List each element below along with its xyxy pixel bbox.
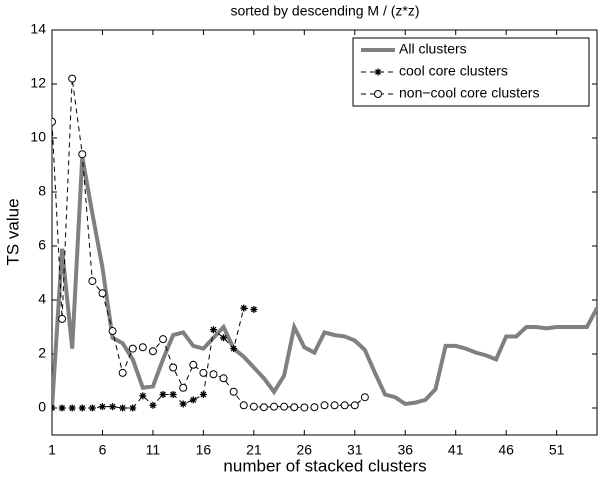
marker xyxy=(149,401,157,409)
marker xyxy=(270,402,279,411)
x-tick-label: 26 xyxy=(297,442,313,458)
marker xyxy=(320,401,329,410)
marker xyxy=(52,404,56,412)
x-tick-label: 51 xyxy=(549,442,565,458)
marker xyxy=(68,74,77,83)
x-tick-label: 21 xyxy=(246,442,262,458)
x-tick-label: 16 xyxy=(196,442,212,458)
chart-title: sorted by descending M / (z*z) xyxy=(230,3,419,19)
y-tick-label: 10 xyxy=(30,129,46,145)
x-tick-label: 41 xyxy=(448,442,464,458)
y-tick-label: 8 xyxy=(38,183,46,199)
marker xyxy=(52,117,56,126)
marker xyxy=(360,393,369,402)
legend-label: All clusters xyxy=(399,41,467,57)
marker xyxy=(118,368,127,377)
marker xyxy=(199,391,207,398)
marker xyxy=(220,334,228,342)
marker xyxy=(108,327,117,336)
marker xyxy=(139,392,147,400)
marker xyxy=(250,305,258,313)
marker xyxy=(98,403,106,411)
marker xyxy=(128,344,137,353)
marker xyxy=(374,68,382,76)
legend-label: cool core clusters xyxy=(399,63,508,79)
marker xyxy=(290,403,299,412)
marker xyxy=(68,404,76,412)
marker xyxy=(239,401,248,410)
marker xyxy=(330,401,339,410)
marker xyxy=(88,277,97,286)
marker xyxy=(88,404,96,412)
y-tick-label: 4 xyxy=(38,291,46,307)
y-tick-label: 2 xyxy=(38,345,46,361)
marker xyxy=(374,90,382,98)
y-axis-label: TS value xyxy=(3,198,22,265)
marker xyxy=(179,383,188,392)
plot xyxy=(52,74,597,412)
marker xyxy=(280,402,289,411)
y-tick-label: 12 xyxy=(30,75,46,91)
marker xyxy=(78,150,87,159)
marker xyxy=(169,363,178,372)
marker xyxy=(129,404,137,412)
legend-label: non−cool core clusters xyxy=(399,85,539,101)
series-line xyxy=(52,156,597,409)
marker xyxy=(98,289,107,298)
marker xyxy=(78,404,86,412)
marker xyxy=(199,368,208,377)
marker xyxy=(350,401,359,410)
y-tick-label: 14 xyxy=(30,21,46,37)
x-tick-label: 36 xyxy=(397,442,413,458)
marker xyxy=(119,404,127,412)
marker xyxy=(58,404,66,412)
marker xyxy=(259,403,268,412)
marker xyxy=(230,345,238,353)
x-tick-label: 6 xyxy=(99,442,107,458)
y-tick-label: 0 xyxy=(38,399,46,415)
marker xyxy=(310,403,319,412)
marker xyxy=(209,326,217,334)
x-axis-label: number of stacked clusters xyxy=(223,456,426,475)
marker xyxy=(148,347,157,356)
marker xyxy=(159,335,168,344)
marker xyxy=(179,400,187,408)
marker xyxy=(340,401,349,410)
marker xyxy=(249,402,258,411)
marker xyxy=(109,403,117,411)
marker xyxy=(300,403,309,412)
marker xyxy=(209,370,218,379)
y-tick-label: 6 xyxy=(38,237,46,253)
marker xyxy=(189,360,198,369)
marker xyxy=(189,396,197,404)
marker xyxy=(240,304,248,312)
marker xyxy=(138,343,147,352)
x-tick-label: 31 xyxy=(347,442,363,458)
marker xyxy=(229,387,238,396)
x-tick-label: 46 xyxy=(498,442,514,458)
marker xyxy=(159,391,167,398)
marker xyxy=(58,314,67,323)
marker xyxy=(219,374,228,383)
x-tick-label: 1 xyxy=(48,442,56,458)
x-tick-label: 11 xyxy=(146,442,161,458)
marker xyxy=(169,391,177,398)
